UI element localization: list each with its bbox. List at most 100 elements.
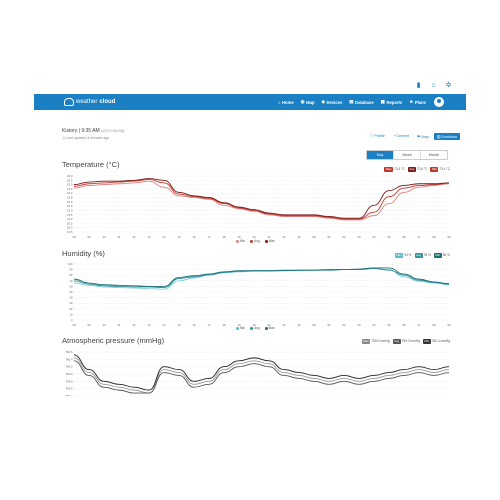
tab-evolution-label: Evolution	[441, 135, 457, 139]
hum-legend-max-tag: Max	[394, 253, 404, 258]
humidity-title: Humidity (%)	[62, 249, 105, 258]
tab-evolution[interactable]: ▥ Evolution	[433, 133, 460, 140]
nav-devices-label: Devices	[326, 99, 343, 105]
x-tick-label: 20	[252, 235, 256, 239]
last-updated: ◷ Last updated 3 minutes ago	[62, 136, 109, 140]
brand-logo[interactable]: weather cloud	[64, 96, 115, 108]
nav-database[interactable]: ▤ Database	[349, 99, 373, 105]
x-tick-label: 09	[87, 235, 91, 239]
avatar[interactable]	[434, 97, 444, 107]
y-tick-label: 22.5	[67, 204, 73, 208]
x-tick-label: 16	[192, 323, 196, 327]
hum-legend-avg-value: 78 %	[423, 253, 431, 258]
temp-bottom-legend-min-label: Min	[240, 239, 246, 243]
clock-icon: ◷	[62, 136, 66, 140]
y-tick-label: 23.5	[67, 196, 73, 200]
y-tick-label: 760.0	[66, 372, 73, 376]
x-tick-label: 12	[132, 323, 136, 327]
x-tick-label: 07	[417, 323, 421, 327]
x-tick-label: 15	[177, 323, 181, 327]
globe-icon: ◍	[300, 99, 305, 104]
nav-database-label: Database	[355, 99, 374, 105]
temp-legend-avg-value: 73.6 °C	[416, 167, 428, 172]
station-title: Kistory | 9:35 AM (UTC+00:00)	[62, 128, 125, 134]
x-tick-label: 08	[72, 235, 76, 239]
series-line-min	[73, 180, 450, 221]
home-icon[interactable]: ⌂	[431, 82, 436, 89]
x-tick-label: 05	[387, 323, 391, 327]
hum-bottom-legend-max: Max	[264, 326, 275, 330]
x-tick-label: 11	[118, 235, 121, 239]
legend-dot	[264, 326, 268, 330]
x-tick-label: 20	[252, 323, 256, 327]
temp-legend-min-tag: Min	[430, 167, 439, 172]
temp-legend-max-value: 73.5 °C	[394, 167, 405, 172]
station-tz: (UTC+00:00)	[101, 128, 125, 133]
x-tick-label: 08	[432, 235, 436, 239]
tab-profile[interactable]: ⓘ Profile	[366, 133, 388, 140]
pressure-title: Atmospheric pressure (mmHg)	[62, 336, 165, 345]
x-tick-label: 18	[222, 235, 226, 239]
flag-icon: ⚑	[416, 135, 421, 139]
nav-home-label: Home	[282, 99, 294, 105]
y-tick-label: 50	[69, 290, 73, 294]
y-tick-label: 23.0	[67, 200, 73, 204]
station-name: Kistory	[62, 128, 78, 134]
nav-reports[interactable]: ▦ Reports	[381, 99, 403, 105]
nav-plans[interactable]: ★ Plans	[409, 99, 426, 105]
tab-map[interactable]: ⚑ Map	[414, 133, 432, 140]
y-tick-label: 24.0	[67, 191, 73, 195]
hum-bottom-legend-min: Min	[236, 326, 245, 330]
y-tick-label: 760.2	[66, 365, 73, 369]
y-tick-label: 80	[69, 273, 73, 277]
hum-legend-min-tag: Min	[433, 253, 442, 258]
y-tick-label: 20.5	[67, 221, 73, 225]
tab-current[interactable]: ◔ Current	[390, 133, 412, 140]
y-tick-label: 19.5	[67, 230, 73, 234]
x-tick-label: 02	[342, 235, 346, 239]
humidity-bottom-legend: Min Avg Max	[236, 326, 275, 330]
temp-bottom-legend-max: Max	[264, 239, 275, 243]
x-tick-label: 21	[267, 235, 271, 239]
nav-map-label: Map	[306, 99, 315, 105]
pres-legend-min-value: 760.4 mmHg	[431, 339, 450, 344]
range-week[interactable]: Week	[394, 151, 421, 159]
x-tick-label: 13	[147, 323, 151, 327]
y-tick-label: 760.6	[66, 350, 73, 354]
temp-bottom-legend-min: Min	[236, 239, 245, 243]
info-icon: ⓘ	[369, 134, 373, 138]
temp-bottom-legend-avg: Avg	[250, 239, 260, 243]
y-tick-label: 24.5	[67, 187, 73, 191]
nav-home[interactable]: ⌂ Home	[278, 100, 294, 105]
y-tick-label: 759.4	[66, 394, 73, 396]
legend-dot	[236, 326, 239, 330]
gear-icon[interactable]: ✲	[445, 82, 452, 89]
temp-legend-avg: Avg 73.6 °C	[407, 167, 428, 172]
cloud-icon	[64, 98, 74, 106]
y-tick-label: 759.6	[66, 387, 73, 391]
range-month[interactable]: Month	[428, 153, 440, 157]
temp-legend-avg-tag: Avg	[407, 167, 416, 172]
series-line-min	[73, 268, 450, 290]
pres-legend-max: Max 759.0 mmHg	[361, 339, 390, 344]
y-tick-label: 90	[69, 268, 73, 272]
plans-icon: ★	[409, 99, 414, 104]
pres-legend-min: Min 760.4 mmHg	[422, 339, 450, 344]
series-line-min	[73, 357, 450, 394]
x-tick-label: 14	[162, 323, 166, 327]
station-time: 9:35 AM	[81, 128, 100, 134]
humidity-legend: Max 94 % Avg 78 % Min 56 %	[394, 253, 450, 258]
chart-icon[interactable]: ▮	[416, 82, 421, 89]
x-tick-label: 09	[87, 323, 91, 327]
tab-map-label: Map	[421, 135, 429, 139]
x-tick-label: 22	[282, 235, 286, 239]
nav-devices[interactable]: ◆ Devices	[321, 99, 342, 105]
x-tick-label: 14	[162, 235, 166, 239]
x-tick-label: 01	[327, 235, 331, 239]
temperature-legend: Max 73.5 °C Avg 73.6 °C Min 73.4 °C	[384, 167, 450, 172]
legend-dot	[250, 239, 254, 243]
y-tick-label: 25.5	[67, 178, 73, 182]
series-line-max	[73, 178, 450, 219]
range-day[interactable]: Day	[367, 151, 394, 159]
nav-map[interactable]: ◍ Map	[301, 99, 315, 105]
